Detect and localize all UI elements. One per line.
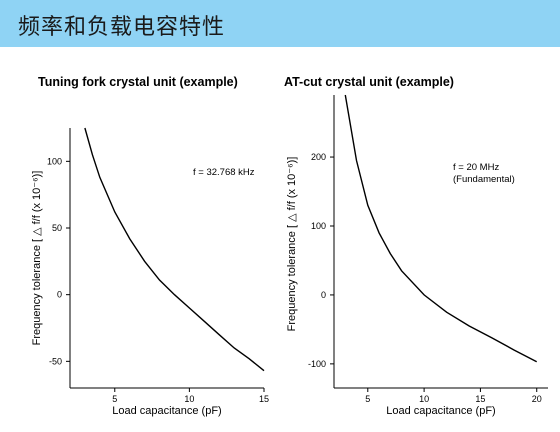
x-tick-label: 10 bbox=[419, 394, 429, 404]
x-tick-label: 5 bbox=[365, 394, 370, 404]
y-tick-label: 200 bbox=[311, 152, 326, 162]
page-title: 频率和负载电容特性 bbox=[18, 15, 226, 40]
x-tick-label: 15 bbox=[259, 394, 269, 404]
series-line-1 bbox=[344, 94, 538, 363]
y-tick-label: -100 bbox=[308, 359, 326, 369]
y-tick-label: 100 bbox=[311, 221, 326, 231]
series-line-0 bbox=[84, 127, 265, 372]
frequency-annotation: f = 20 MHz bbox=[453, 162, 499, 173]
x-axis-label: Load capacitance (pF) bbox=[386, 405, 495, 417]
x-tick-label: 5 bbox=[112, 394, 117, 404]
header-bar: 频率和负载电容特性 bbox=[0, 0, 560, 47]
x-tick-label: 15 bbox=[475, 394, 485, 404]
y-tick-label: 0 bbox=[57, 290, 62, 300]
y-tick-label: 0 bbox=[321, 290, 326, 300]
x-tick-label: 10 bbox=[184, 394, 194, 404]
x-tick-label: 20 bbox=[532, 394, 542, 404]
frequency-annotation: f = 32.768 kHz bbox=[193, 167, 255, 178]
y-tick-label: 100 bbox=[47, 156, 62, 166]
y-tick-label: -50 bbox=[49, 356, 62, 366]
y-axis-label: Frequency tolerance [ △ f/f (x 10⁻⁶)] bbox=[31, 171, 43, 346]
chart-title-left: Tuning fork crystal unit (example) bbox=[38, 75, 238, 89]
y-axis-label: Frequency tolerance [ △ f/f (x 10⁻⁶)] bbox=[286, 157, 298, 332]
frequency-annotation: (Fundamental) bbox=[453, 174, 515, 185]
y-tick-label: 50 bbox=[52, 223, 62, 233]
chart-title-right: AT-cut crystal unit (example) bbox=[284, 75, 454, 89]
x-axis-label: Load capacitance (pF) bbox=[112, 405, 221, 417]
